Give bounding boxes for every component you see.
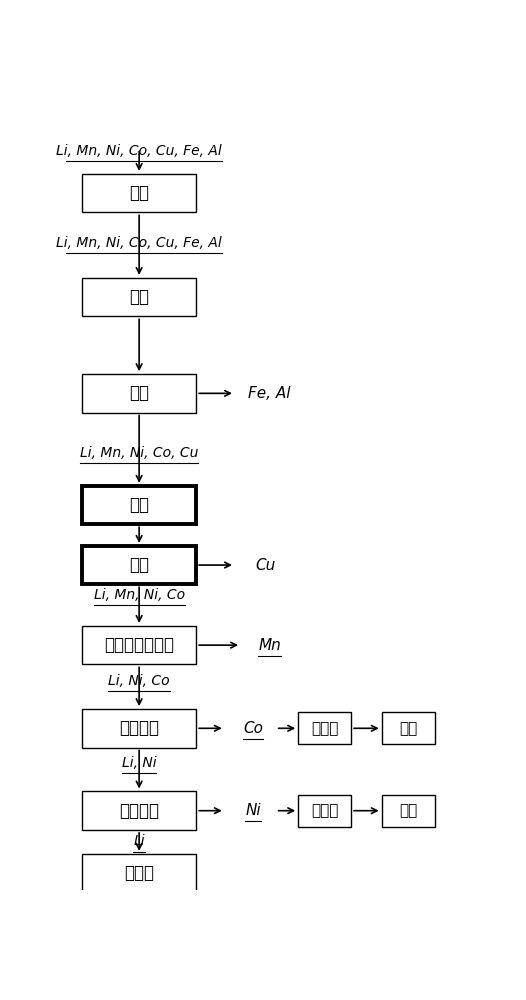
Text: 碳酸化: 碳酸化	[124, 864, 154, 882]
Text: Cu: Cu	[256, 558, 276, 573]
Text: 分离: 分离	[129, 384, 149, 402]
Text: Ni: Ni	[246, 803, 261, 818]
Text: Li, Mn, Ni, Co, Cu, Fe, Al: Li, Mn, Ni, Co, Cu, Fe, Al	[56, 144, 222, 158]
Bar	[82, 546, 196, 584]
Text: Co: Co	[243, 721, 264, 736]
Text: Mn: Mn	[258, 638, 281, 653]
Text: Li, Mn, Ni, Co, Cu: Li, Mn, Ni, Co, Cu	[80, 446, 198, 460]
Bar	[82, 791, 196, 830]
Text: Li, Ni: Li, Ni	[122, 756, 156, 770]
Text: Fe, Al: Fe, Al	[248, 386, 291, 401]
Bar	[82, 854, 196, 892]
Text: Li: Li	[133, 834, 145, 848]
Text: 溶剂萃取或氧化: 溶剂萃取或氧化	[104, 636, 174, 654]
Bar	[82, 626, 196, 664]
Text: 反萃取: 反萃取	[311, 721, 338, 736]
Bar	[82, 174, 196, 212]
Text: 溶剂萃取: 溶剂萃取	[119, 802, 159, 820]
Text: 电解: 电解	[399, 803, 417, 818]
Text: 反萃取: 反萃取	[311, 803, 338, 818]
Bar	[382, 795, 434, 827]
Text: Li, Mn, Ni, Co: Li, Mn, Ni, Co	[94, 588, 185, 602]
Text: 浸出: 浸出	[129, 184, 149, 202]
Bar	[82, 278, 196, 316]
Bar	[298, 712, 351, 744]
Bar	[298, 795, 351, 827]
Text: Li, Mn, Ni, Co, Cu, Fe, Al: Li, Mn, Ni, Co, Cu, Fe, Al	[56, 236, 222, 250]
Bar	[82, 374, 196, 413]
Bar	[82, 486, 196, 524]
Text: 中和: 中和	[129, 288, 149, 306]
Bar	[382, 712, 434, 744]
Text: 电解: 电解	[399, 721, 417, 736]
Text: Li, Ni, Co: Li, Ni, Co	[108, 674, 170, 688]
Text: 分离: 分离	[129, 556, 149, 574]
Text: 硫化: 硫化	[129, 496, 149, 514]
Bar	[82, 709, 196, 748]
Text: 溶剂萃取: 溶剂萃取	[119, 719, 159, 737]
